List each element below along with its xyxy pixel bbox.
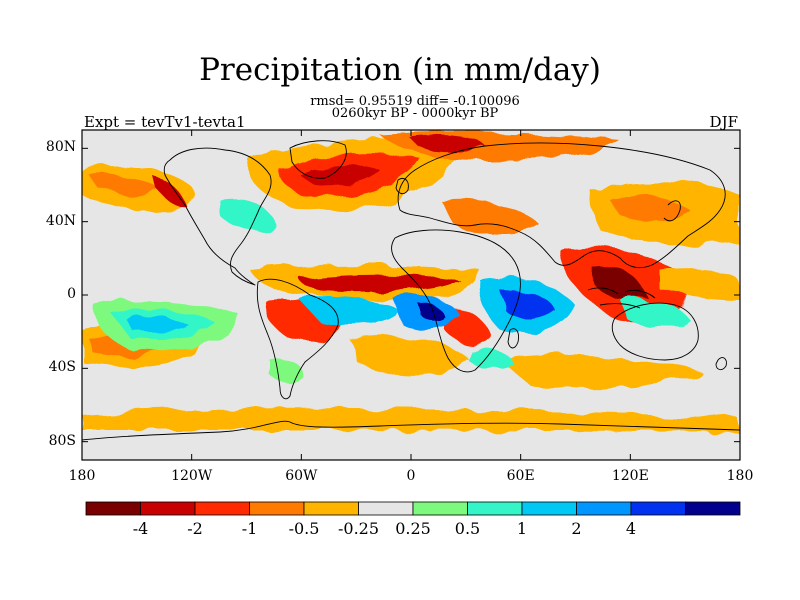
anomaly-arctic-core xyxy=(410,136,485,151)
anomaly-north-atlantic-deep xyxy=(300,164,380,187)
coastline-africa xyxy=(391,229,521,373)
anomaly-south-atlantic xyxy=(350,336,470,375)
colorbar-label: -0.25 xyxy=(337,519,380,538)
anomaly-east-asia-core xyxy=(610,194,690,221)
coastline-antarctica xyxy=(82,420,740,441)
colorbar-swatch xyxy=(249,501,305,516)
anomaly-north-pacific-core xyxy=(90,174,160,197)
x-tick-label: 60W xyxy=(285,468,318,484)
anomaly-atlantic-wet xyxy=(300,298,400,325)
coastline-indonesia xyxy=(587,287,656,309)
anomaly-africa-wet-core xyxy=(420,304,444,320)
colorbar-label: -0.5 xyxy=(288,519,320,538)
x-tick-label: 180 xyxy=(68,468,96,484)
colorbar-label: 0.25 xyxy=(395,519,431,538)
season-label: DJF xyxy=(709,113,738,131)
colorbar-swatch xyxy=(85,501,141,516)
y-tick-label: 80S xyxy=(48,432,76,449)
anomaly-na-westcoast xyxy=(155,178,190,211)
colorbar-label: -1 xyxy=(241,519,258,538)
colorbar-label: 1 xyxy=(516,519,528,538)
colorbar-label: -2 xyxy=(187,519,203,538)
map-title: Precipitation (in mm/day) xyxy=(199,52,601,88)
colorbar-swatch xyxy=(358,501,414,516)
colorbar-swatch xyxy=(576,501,632,516)
y-tick-label: 0 xyxy=(67,286,76,302)
experiment-label: Expt = tevTv1-tevta1 xyxy=(84,113,246,131)
coastline-british-isles xyxy=(395,178,409,195)
stats-subtitle: rmsd= 0.95519 diff= -0.100096 xyxy=(310,94,520,109)
colorbar-swatch xyxy=(194,501,250,516)
coastline-greenland xyxy=(289,140,347,179)
y-tick-label: 80N xyxy=(45,139,76,156)
y-tick-label: 40N xyxy=(45,212,76,229)
x-tick-label: 120W xyxy=(171,468,213,484)
coastlines xyxy=(82,140,740,441)
coastline-madagascar xyxy=(507,328,519,349)
colorbar-label: 4 xyxy=(625,519,637,538)
colorbar-swatch xyxy=(412,501,468,516)
coastline-eurasia xyxy=(397,142,726,269)
anomaly-west-pacific-band xyxy=(660,268,740,300)
period-subtitle: 0260kyr BP - 0000kyr BP xyxy=(331,106,499,121)
colorbar-swatch xyxy=(685,501,741,516)
anomaly-na-east-wet xyxy=(220,198,275,231)
axis-ticks xyxy=(81,130,741,460)
colorbar-swatch xyxy=(521,501,577,516)
coastline-australia xyxy=(611,302,699,361)
y-tick-label: 40S xyxy=(48,359,76,376)
anomaly-central-pacific-wet-deep xyxy=(125,316,190,333)
anomaly-southern-ocean-indian xyxy=(500,354,700,389)
anomaly-southern-ocean-rim xyxy=(82,408,740,432)
colorbar-label: -4 xyxy=(132,519,149,538)
coastline-south-america xyxy=(256,278,339,400)
x-tick-label: 180 xyxy=(726,468,754,484)
x-tick-label: 120E xyxy=(611,468,649,484)
colorbar-swatch xyxy=(140,501,196,516)
colorbar-swatch xyxy=(630,501,686,516)
coastline-new-zealand xyxy=(715,357,727,371)
colorbar-label: 0.5 xyxy=(454,519,481,538)
x-tick-label: 60E xyxy=(506,468,535,484)
colorbar-label: 2 xyxy=(571,519,582,538)
colorbar-swatch xyxy=(467,501,523,516)
colorbar xyxy=(85,501,741,516)
coastline-japan xyxy=(663,200,681,222)
x-tick-label: 0 xyxy=(406,468,416,484)
colorbar-swatch xyxy=(303,501,359,516)
coastline-north-america xyxy=(163,147,272,286)
